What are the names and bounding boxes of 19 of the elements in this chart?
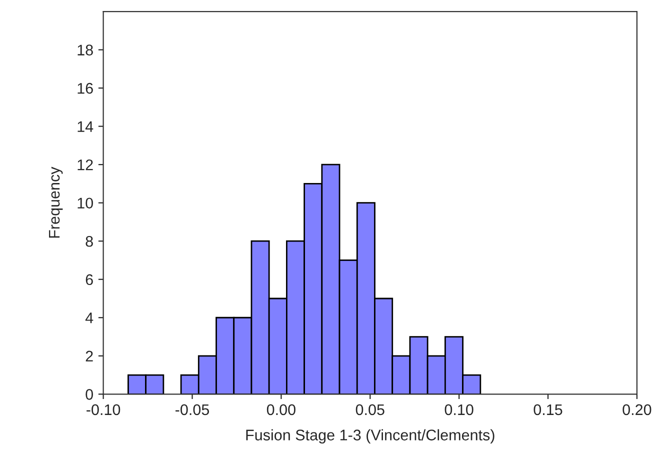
x-tick-label: -0.05 bbox=[176, 404, 210, 416]
y-tick-label: 10 bbox=[78, 198, 93, 209]
x-tick-label: 0.00 bbox=[266, 404, 296, 416]
x-tick-label: -0.10 bbox=[86, 404, 120, 416]
y-tick-label: 18 bbox=[78, 44, 93, 56]
y-tick-label: 0 bbox=[86, 389, 93, 400]
y-tick-label: 6 bbox=[86, 274, 93, 286]
y-tick-label: 14 bbox=[78, 121, 94, 132]
x-tick-label: 0.20 bbox=[622, 404, 652, 416]
y-tick-label: 8 bbox=[86, 236, 93, 247]
y-axis-title: Frequency bbox=[49, 166, 63, 238]
x-tick-label: 0.05 bbox=[356, 404, 384, 416]
x-tick-label: 0.10 bbox=[444, 404, 474, 416]
y-tick-label: 4 bbox=[85, 312, 94, 324]
y-tick-label: 16 bbox=[78, 82, 93, 94]
x-tick-label: 0.15 bbox=[534, 404, 562, 416]
y-tick-label: 2 bbox=[86, 350, 93, 362]
y-tick-label: 12 bbox=[78, 159, 93, 170]
x-axis-title: Fusion Stage 1-3 (Vincent/Clements) bbox=[246, 429, 494, 444]
